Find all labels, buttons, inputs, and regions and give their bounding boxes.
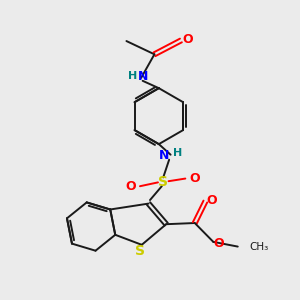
Text: N: N (159, 149, 169, 162)
Text: O: O (213, 237, 224, 250)
Text: H: H (128, 71, 137, 81)
Text: S: S (135, 244, 145, 258)
Text: H: H (173, 148, 182, 158)
Text: O: O (190, 172, 200, 185)
Text: N: N (138, 70, 149, 83)
Text: O: O (206, 194, 217, 207)
Text: S: S (158, 175, 168, 189)
Text: O: O (125, 180, 136, 193)
Text: O: O (182, 33, 193, 46)
Text: CH₃: CH₃ (249, 242, 268, 252)
